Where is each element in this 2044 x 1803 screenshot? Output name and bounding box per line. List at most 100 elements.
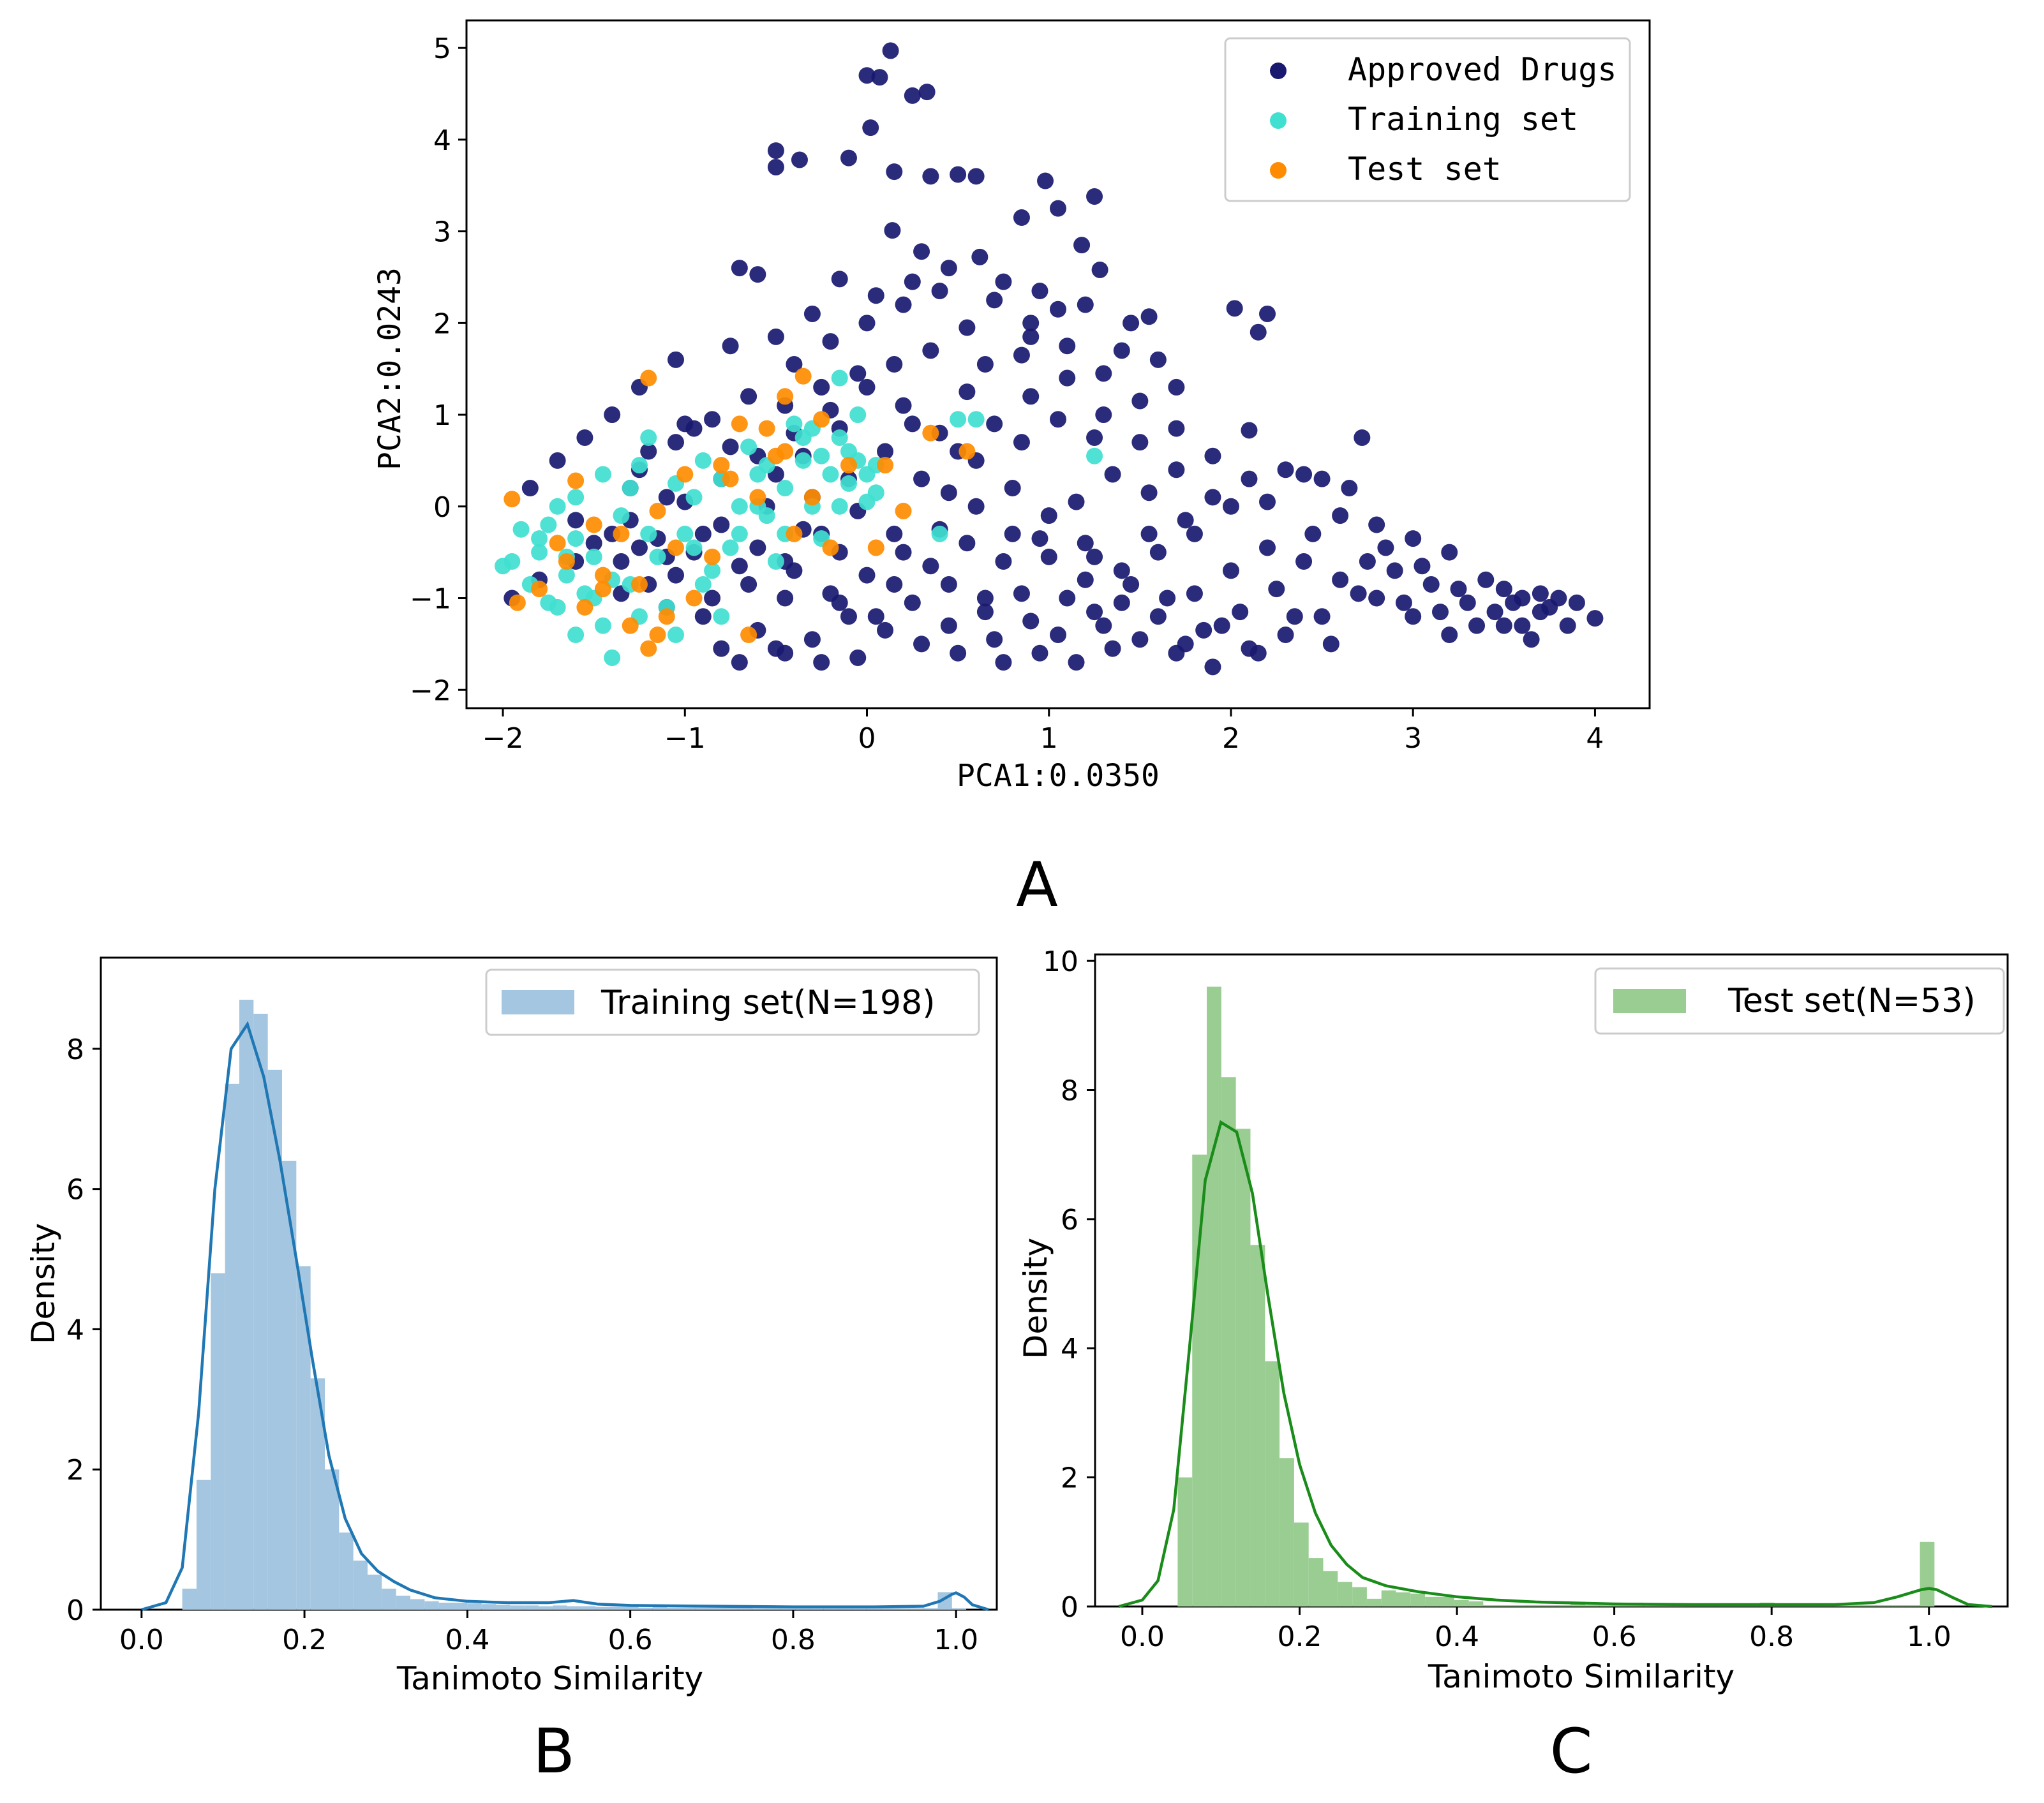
- point-test-set: [877, 457, 894, 474]
- point-approved-drug: [867, 287, 884, 304]
- point-approved-drug: [694, 608, 712, 625]
- point-approved-drug: [1286, 608, 1303, 625]
- point-approved-drug: [749, 539, 766, 556]
- point-approved-drug: [1077, 535, 1094, 552]
- point-training-set: [549, 498, 566, 515]
- point-training-set: [722, 539, 739, 556]
- point-training-set: [630, 457, 648, 474]
- panel-b-bar: [524, 1605, 539, 1610]
- point-approved-drug: [840, 608, 857, 625]
- panel-c-bar: [1498, 1605, 1512, 1606]
- point-approved-drug: [1123, 315, 1140, 332]
- point-approved-drug: [704, 411, 721, 428]
- point-approved-drug: [786, 356, 803, 373]
- point-approved-drug: [1031, 283, 1048, 300]
- point-approved-drug: [1226, 300, 1243, 317]
- point-approved-drug: [1113, 342, 1130, 359]
- point-training-set: [558, 567, 575, 584]
- point-training-set: [668, 627, 685, 644]
- panel-a-y-tick-label: −2: [410, 674, 451, 707]
- panel-c-x-tick-label: 1.0: [1907, 1621, 1951, 1653]
- point-approved-drug: [922, 342, 939, 359]
- point-approved-drug: [1086, 548, 1103, 565]
- panel-c-bar: [1847, 1605, 1862, 1606]
- point-approved-drug: [1405, 530, 1422, 547]
- point-approved-drug: [895, 544, 912, 561]
- point-approved-drug: [858, 315, 876, 332]
- point-approved-drug: [1177, 512, 1194, 529]
- panel-b-bar: [923, 1608, 938, 1610]
- panel-b-bar: [438, 1603, 454, 1610]
- point-approved-drug: [940, 617, 957, 634]
- point-test-set: [531, 581, 548, 598]
- panel-b-bar: [196, 1480, 211, 1610]
- panel-a-legend: Approved Drugs Training set Test set: [1224, 37, 1631, 202]
- panel-b-bar: [239, 999, 254, 1610]
- point-approved-drug: [886, 356, 903, 373]
- point-training-set: [594, 466, 611, 483]
- point-training-set: [831, 498, 848, 515]
- panel-c-y-tick-label: 8: [1061, 1074, 1078, 1107]
- panel-c-bar: [1541, 1605, 1556, 1606]
- legend-marker-approved: [1270, 63, 1287, 79]
- point-approved-drug: [986, 631, 1003, 648]
- point-approved-drug: [1268, 581, 1285, 598]
- point-approved-drug: [1405, 608, 1422, 625]
- point-training-set: [622, 480, 639, 497]
- panel-b-bar: [823, 1608, 839, 1610]
- point-approved-drug: [1104, 466, 1121, 483]
- point-approved-drug: [1222, 562, 1239, 579]
- point-approved-drug: [803, 631, 821, 648]
- point-approved-drug: [1241, 470, 1258, 487]
- point-approved-drug: [1086, 429, 1103, 446]
- point-approved-drug: [1204, 447, 1221, 464]
- panel-b-label: B: [533, 1716, 575, 1787]
- legend-marker-training: [1270, 112, 1287, 129]
- panel-c-y-tick-label: 4: [1061, 1333, 1078, 1365]
- point-test-set: [594, 581, 611, 598]
- point-training-set: [640, 525, 657, 542]
- panel-c-y-tick-label: 0: [1061, 1591, 1078, 1624]
- point-approved-drug: [922, 168, 939, 185]
- point-approved-drug: [1368, 590, 1385, 607]
- point-training-set: [567, 627, 585, 644]
- panel-b-bar: [595, 1606, 610, 1610]
- panel-c-bar: [1381, 1590, 1396, 1606]
- point-approved-drug: [1259, 539, 1276, 556]
- panel-b-x-tick-label: 0.8: [771, 1624, 816, 1656]
- point-test-set: [549, 535, 566, 552]
- legend-label-test: Test set: [1348, 151, 1502, 188]
- panel-b-legend-box: [485, 968, 980, 1036]
- panel-c-bar: [1323, 1571, 1338, 1606]
- panel-b-bar: [581, 1606, 596, 1610]
- point-approved-drug: [1368, 516, 1385, 533]
- point-approved-drug: [1004, 525, 1021, 542]
- point-approved-drug: [967, 498, 985, 515]
- panel-a-label: A: [1016, 849, 1058, 921]
- point-approved-drug: [567, 512, 585, 529]
- panel-c-y-axis-label: Density: [1017, 1238, 1054, 1359]
- point-approved-drug: [704, 590, 721, 607]
- point-approved-drug: [867, 608, 884, 625]
- panel-c-bar: [1235, 1129, 1251, 1606]
- legend-label-approved: Approved Drugs: [1348, 51, 1616, 88]
- panel-c-x-tick-label: 0.8: [1749, 1621, 1794, 1653]
- point-training-set: [585, 548, 602, 565]
- point-approved-drug: [1313, 470, 1331, 487]
- panel-b-x-tick-label: 0.2: [282, 1624, 327, 1656]
- point-approved-drug: [1523, 631, 1540, 648]
- panel-c-bar: [1192, 1154, 1207, 1606]
- panel-c-y-tick-label: 6: [1061, 1204, 1078, 1236]
- panel-c-x-tick-label: 0.0: [1120, 1621, 1165, 1653]
- point-test-set: [803, 489, 821, 506]
- point-approved-drug: [1277, 627, 1294, 644]
- point-approved-drug: [1140, 484, 1158, 501]
- point-approved-drug: [1050, 300, 1066, 318]
- point-approved-drug: [694, 525, 712, 542]
- panel-b-bar: [681, 1607, 696, 1610]
- point-approved-drug: [1037, 172, 1054, 189]
- point-training-set: [740, 438, 757, 456]
- panel-c-bar: [1221, 1077, 1236, 1606]
- point-approved-drug: [959, 383, 976, 401]
